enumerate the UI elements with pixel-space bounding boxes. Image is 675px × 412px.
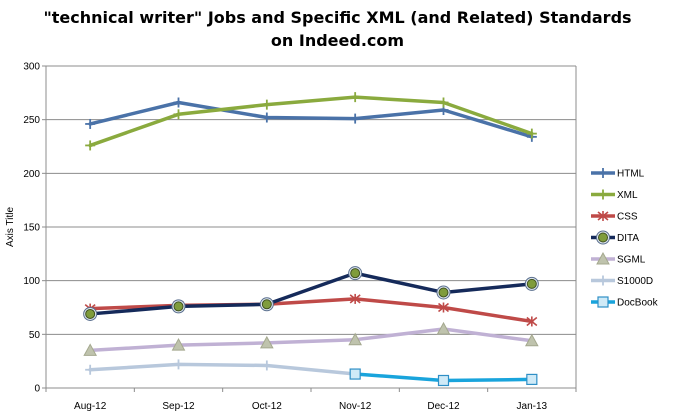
data-point-xml-oct-12 (261, 99, 272, 110)
legend-item-css: CSS (591, 211, 638, 223)
data-point-docbook-jan-13 (526, 373, 538, 386)
x-tick-label-sep-12: Sep-12 (162, 401, 195, 412)
data-point-xml-nov-12 (350, 92, 361, 103)
legend-label-css: CSS (617, 212, 638, 223)
data-point-s1000d-oct-12 (261, 360, 272, 371)
data-point-xml-jan-13 (526, 128, 537, 139)
x-tick-label-nov-12: Nov-12 (339, 401, 372, 412)
data-point-sgml-sep-12 (171, 338, 186, 351)
legend-label-sgml: SGML (617, 255, 646, 266)
legend-item-dita: DITA (591, 230, 639, 245)
series-s1000d (85, 359, 361, 380)
legend-item-docbook: DocBook (591, 296, 659, 309)
legend-label-xml: XML (617, 190, 638, 201)
data-point-sgml-nov-12 (348, 332, 363, 346)
series-sgml (83, 321, 539, 356)
legend-marker-s1000d (598, 275, 608, 286)
legend-marker-dita (596, 230, 610, 245)
data-point-css-nov-12 (349, 293, 361, 304)
data-point-sgml-aug-12 (83, 343, 98, 356)
data-point-s1000d-aug-12 (85, 364, 96, 375)
series-xml (85, 92, 537, 151)
series-line-html (88, 100, 534, 139)
legend-marker-xml (598, 189, 608, 200)
y-tick-label: 300 (23, 62, 40, 73)
data-point-css-dec-12 (438, 302, 449, 313)
legend-marker-sgml (596, 251, 610, 265)
chart-title: "technical writer" Jobs and Specific XML… (0, 6, 675, 52)
data-point-html-sep-12 (173, 97, 184, 108)
data-point-docbook-dec-12 (437, 374, 450, 387)
data-point-sgml-jan-13 (524, 333, 539, 347)
legend-marker-docbook (597, 296, 609, 308)
legend-item-sgml: SGML (591, 251, 646, 266)
y-axis-title: Axis Title (5, 207, 16, 247)
data-point-dita-dec-12 (436, 285, 451, 300)
data-point-dita-aug-12 (83, 306, 98, 321)
legend-item-xml: XML (591, 189, 638, 201)
x-tick-label-oct-12: Oct-12 (252, 401, 282, 412)
legend-label-dita: DITA (617, 233, 639, 244)
series-line-sgml (88, 327, 534, 353)
data-point-html-aug-12 (85, 118, 96, 129)
data-point-sgml-oct-12 (259, 335, 274, 349)
legend-marker-html (598, 168, 608, 178)
legend-marker-css (597, 211, 609, 221)
legend-label-html: HTML (617, 169, 645, 180)
data-point-dita-oct-12 (259, 297, 274, 312)
series-line-s1000d (88, 362, 357, 376)
data-point-xml-aug-12 (85, 140, 96, 151)
data-point-docbook-nov-12 (349, 368, 361, 380)
data-point-dita-jan-13 (524, 276, 539, 291)
y-tick-label: 50 (29, 330, 41, 341)
legend-item-s1000d: S1000D (591, 275, 653, 287)
y-tick-label: 150 (23, 223, 40, 234)
data-point-s1000d-sep-12 (173, 359, 184, 370)
y-tick-label: 100 (23, 276, 40, 287)
data-point-css-jan-13 (526, 316, 538, 327)
series-line-dita (88, 271, 534, 316)
data-point-sgml-dec-12 (436, 321, 451, 335)
data-point-html-oct-12 (261, 112, 272, 123)
y-tick-label: 0 (34, 384, 40, 395)
series-line-css (88, 297, 534, 324)
legend-label-s1000d: S1000D (617, 276, 653, 287)
chart-title-line-1: "technical writer" Jobs and Specific XML… (43, 8, 632, 27)
x-tick-label-jan-13: Jan-13 (517, 401, 548, 412)
chart-title-line-2: on Indeed.com (270, 31, 405, 50)
series-line-xml (88, 95, 534, 148)
data-point-xml-sep-12 (173, 109, 184, 120)
data-point-dita-sep-12 (171, 299, 186, 314)
series-dita (83, 266, 539, 321)
y-tick-label: 250 (23, 115, 40, 126)
data-point-dita-nov-12 (348, 266, 363, 281)
legend-label-docbook: DocBook (617, 298, 659, 309)
legend-item-html: HTML (591, 168, 645, 180)
data-point-xml-dec-12 (438, 97, 449, 108)
x-tick-label-aug-12: Aug-12 (74, 401, 107, 412)
data-point-html-nov-12 (350, 113, 361, 124)
y-tick-label: 200 (23, 169, 40, 180)
x-tick-label-dec-12: Dec-12 (427, 401, 460, 412)
series-docbook (349, 368, 538, 387)
